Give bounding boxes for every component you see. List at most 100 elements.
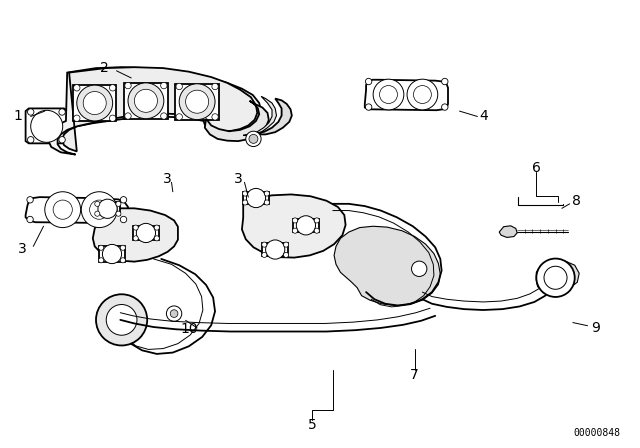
Circle shape xyxy=(249,134,258,143)
Text: 4: 4 xyxy=(479,109,488,124)
Text: 9: 9 xyxy=(591,321,600,335)
Circle shape xyxy=(373,79,404,110)
Text: 10: 10 xyxy=(180,322,198,336)
Circle shape xyxy=(246,131,261,146)
Circle shape xyxy=(243,200,248,205)
Text: 2: 2 xyxy=(100,61,109,75)
Polygon shape xyxy=(175,84,219,120)
Circle shape xyxy=(77,85,113,121)
Text: 3: 3 xyxy=(163,172,172,186)
Polygon shape xyxy=(262,243,288,256)
Circle shape xyxy=(53,200,72,219)
Circle shape xyxy=(120,258,125,263)
Polygon shape xyxy=(242,194,346,258)
Circle shape xyxy=(284,242,289,247)
Text: 6: 6 xyxy=(532,161,541,175)
Circle shape xyxy=(262,242,267,247)
Circle shape xyxy=(106,305,137,335)
Circle shape xyxy=(442,78,448,85)
Circle shape xyxy=(544,266,567,289)
Circle shape xyxy=(365,78,372,85)
Circle shape xyxy=(262,252,267,258)
Circle shape xyxy=(98,199,117,218)
Circle shape xyxy=(314,228,319,233)
Circle shape xyxy=(264,200,269,205)
Circle shape xyxy=(284,252,289,258)
Circle shape xyxy=(59,109,65,115)
Text: 7: 7 xyxy=(410,368,419,383)
Text: 3: 3 xyxy=(234,172,243,186)
Circle shape xyxy=(133,236,138,241)
Circle shape xyxy=(442,104,448,110)
Circle shape xyxy=(128,83,164,119)
Circle shape xyxy=(212,114,218,120)
Circle shape xyxy=(120,245,125,250)
Circle shape xyxy=(27,197,33,203)
Circle shape xyxy=(246,189,266,207)
Polygon shape xyxy=(99,246,125,262)
Circle shape xyxy=(161,113,167,119)
Circle shape xyxy=(59,137,65,143)
Polygon shape xyxy=(133,226,159,240)
Circle shape xyxy=(45,192,81,228)
Polygon shape xyxy=(124,83,168,119)
Text: 3: 3 xyxy=(18,241,27,256)
Circle shape xyxy=(380,86,397,103)
Polygon shape xyxy=(73,85,116,121)
Polygon shape xyxy=(293,219,319,232)
Circle shape xyxy=(28,109,34,115)
Circle shape xyxy=(296,216,316,235)
Circle shape xyxy=(536,258,575,297)
Circle shape xyxy=(154,236,159,241)
Polygon shape xyxy=(26,197,128,223)
Circle shape xyxy=(170,310,178,318)
Circle shape xyxy=(292,218,298,223)
Circle shape xyxy=(120,197,127,203)
Circle shape xyxy=(116,201,121,207)
Circle shape xyxy=(134,89,157,112)
Polygon shape xyxy=(243,96,276,135)
Polygon shape xyxy=(48,67,261,155)
Circle shape xyxy=(27,216,33,223)
Circle shape xyxy=(109,85,116,91)
Circle shape xyxy=(133,225,138,230)
Circle shape xyxy=(266,240,285,259)
Circle shape xyxy=(74,85,80,91)
Circle shape xyxy=(176,114,182,120)
Circle shape xyxy=(95,211,100,216)
Circle shape xyxy=(125,82,131,89)
Circle shape xyxy=(96,294,147,345)
Circle shape xyxy=(176,83,182,90)
Circle shape xyxy=(83,91,106,115)
Circle shape xyxy=(136,224,156,242)
Circle shape xyxy=(166,306,182,321)
Circle shape xyxy=(314,218,319,223)
Circle shape xyxy=(413,86,431,103)
Circle shape xyxy=(31,110,63,142)
Circle shape xyxy=(120,216,127,223)
Circle shape xyxy=(186,90,209,113)
Polygon shape xyxy=(499,226,517,237)
Circle shape xyxy=(161,82,167,89)
Polygon shape xyxy=(334,226,440,306)
Circle shape xyxy=(109,115,116,121)
Circle shape xyxy=(264,191,269,196)
Circle shape xyxy=(95,201,100,207)
Circle shape xyxy=(74,115,80,121)
Circle shape xyxy=(125,113,131,119)
Polygon shape xyxy=(93,208,178,262)
Polygon shape xyxy=(205,101,269,141)
Circle shape xyxy=(212,83,218,90)
Polygon shape xyxy=(26,108,67,143)
Circle shape xyxy=(81,192,117,228)
Circle shape xyxy=(154,225,159,230)
Circle shape xyxy=(179,84,215,120)
Polygon shape xyxy=(536,261,579,292)
Text: 5: 5 xyxy=(308,418,317,432)
Circle shape xyxy=(412,261,427,276)
Circle shape xyxy=(407,79,438,110)
Circle shape xyxy=(99,245,104,250)
Polygon shape xyxy=(243,192,269,204)
Polygon shape xyxy=(256,99,292,134)
Circle shape xyxy=(292,228,298,233)
